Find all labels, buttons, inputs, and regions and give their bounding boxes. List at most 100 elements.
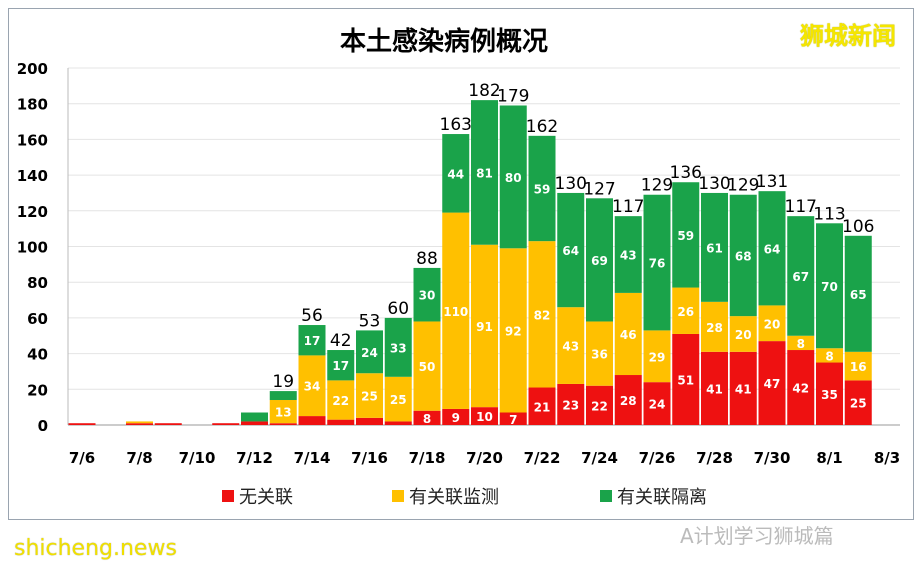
- total-label: 56: [301, 306, 323, 326]
- bar-segment: [557, 192, 585, 308]
- bar-segment: [154, 423, 182, 425]
- data-label: 110: [443, 305, 468, 319]
- bar-segment: [442, 134, 470, 213]
- bar-segment: [241, 412, 268, 422]
- x-tick-label: 7/10: [179, 449, 216, 467]
- total-label: 42: [330, 331, 352, 351]
- bar-segment: [787, 335, 815, 351]
- data-label: 25: [850, 397, 867, 411]
- total-label: 129: [641, 176, 673, 196]
- bar-segment: [384, 317, 412, 377]
- total-label: 131: [756, 172, 788, 192]
- data-label: 25: [361, 390, 378, 404]
- data-label: 33: [390, 341, 407, 355]
- bar-segment: [413, 410, 441, 425]
- data-label: 67: [792, 270, 809, 284]
- data-label: 7: [509, 413, 517, 427]
- total-label: 162: [526, 117, 558, 137]
- data-label: 68: [735, 249, 752, 263]
- data-label: 51: [677, 373, 694, 387]
- total-label: 106: [842, 217, 874, 237]
- data-label: 9: [452, 411, 460, 425]
- bar-segment: [298, 416, 326, 425]
- data-label: 24: [649, 398, 666, 412]
- data-label: 64: [562, 244, 579, 258]
- data-label: 44: [447, 167, 464, 181]
- x-tick-label: 7/12: [236, 449, 273, 467]
- bar-segment: [672, 333, 700, 425]
- bar-segment: [327, 350, 355, 381]
- bar-segment: [557, 307, 585, 384]
- bar-segment: [729, 351, 757, 425]
- bar-segment: [442, 212, 470, 409]
- bar-segment: [614, 292, 642, 376]
- data-label: 21: [534, 400, 551, 414]
- bar-segment: [729, 194, 757, 317]
- bar-segment: [327, 380, 355, 420]
- bar-segment: [643, 194, 671, 331]
- y-tick-label: 180: [17, 96, 48, 114]
- data-label: 30: [419, 289, 436, 303]
- bar-segment: [298, 325, 326, 356]
- bar-segment: [384, 376, 412, 422]
- legend-label: 无关联: [239, 487, 293, 508]
- watermark: 狮城新闻: [800, 22, 896, 50]
- y-tick-label: 0: [38, 417, 48, 435]
- bar-segment: [356, 373, 383, 418]
- data-label: 64: [764, 242, 781, 256]
- data-label: 17: [332, 359, 349, 373]
- total-label: 182: [468, 81, 500, 101]
- legend-swatch: [392, 490, 404, 502]
- bar-segment: [499, 412, 527, 425]
- total-label: 136: [670, 163, 702, 183]
- data-label: 81: [476, 166, 493, 180]
- bar-segment: [442, 408, 470, 425]
- data-label: 41: [735, 382, 752, 396]
- bar-segment: [212, 423, 240, 425]
- bar-segment: [758, 305, 786, 342]
- total-label: 130: [555, 174, 587, 194]
- total-label: 88: [416, 249, 438, 269]
- y-tick-label: 40: [27, 346, 48, 364]
- data-label: 76: [649, 257, 666, 271]
- chart-title: 本土感染病例概况: [340, 27, 548, 57]
- data-label: 50: [419, 360, 436, 374]
- data-label: 70: [821, 280, 838, 294]
- bar-segment: [413, 321, 441, 411]
- x-tick-label: 7/6: [69, 449, 95, 467]
- data-label: 41: [706, 382, 723, 396]
- y-tick-label: 160: [17, 131, 48, 149]
- legend-label: 有关联监测: [409, 487, 499, 508]
- data-label: 91: [476, 320, 493, 334]
- y-tick-label: 140: [17, 167, 48, 185]
- bar-segment: [384, 421, 412, 425]
- bar-segment: [758, 341, 786, 425]
- data-label: 25: [390, 393, 407, 407]
- data-label: 43: [620, 249, 637, 263]
- bar-segment: [729, 316, 757, 352]
- bar-segment: [528, 387, 556, 425]
- bar-segment: [672, 182, 700, 288]
- bar-segment: [528, 241, 556, 388]
- data-label: 17: [304, 334, 321, 348]
- bar-segment: [471, 244, 498, 408]
- bar-segment: [701, 301, 728, 352]
- bar-segment: [356, 417, 383, 425]
- bar-segment: [816, 223, 843, 349]
- bar-segment: [126, 421, 153, 424]
- data-label: 22: [332, 394, 349, 408]
- bar-segment: [844, 351, 872, 381]
- bar-segment: [499, 248, 527, 413]
- data-label: 36: [591, 348, 608, 362]
- data-label: 59: [677, 229, 694, 243]
- x-tick-label: 7/30: [754, 449, 791, 467]
- x-tick-label: 7/28: [696, 449, 733, 467]
- y-tick-label: 100: [17, 239, 48, 257]
- total-label: 117: [612, 197, 644, 217]
- total-label: 53: [359, 311, 381, 331]
- bar-segment: [528, 135, 556, 242]
- bar-segment: [701, 351, 728, 425]
- bar-segment: [471, 407, 498, 425]
- data-label: 82: [534, 308, 551, 322]
